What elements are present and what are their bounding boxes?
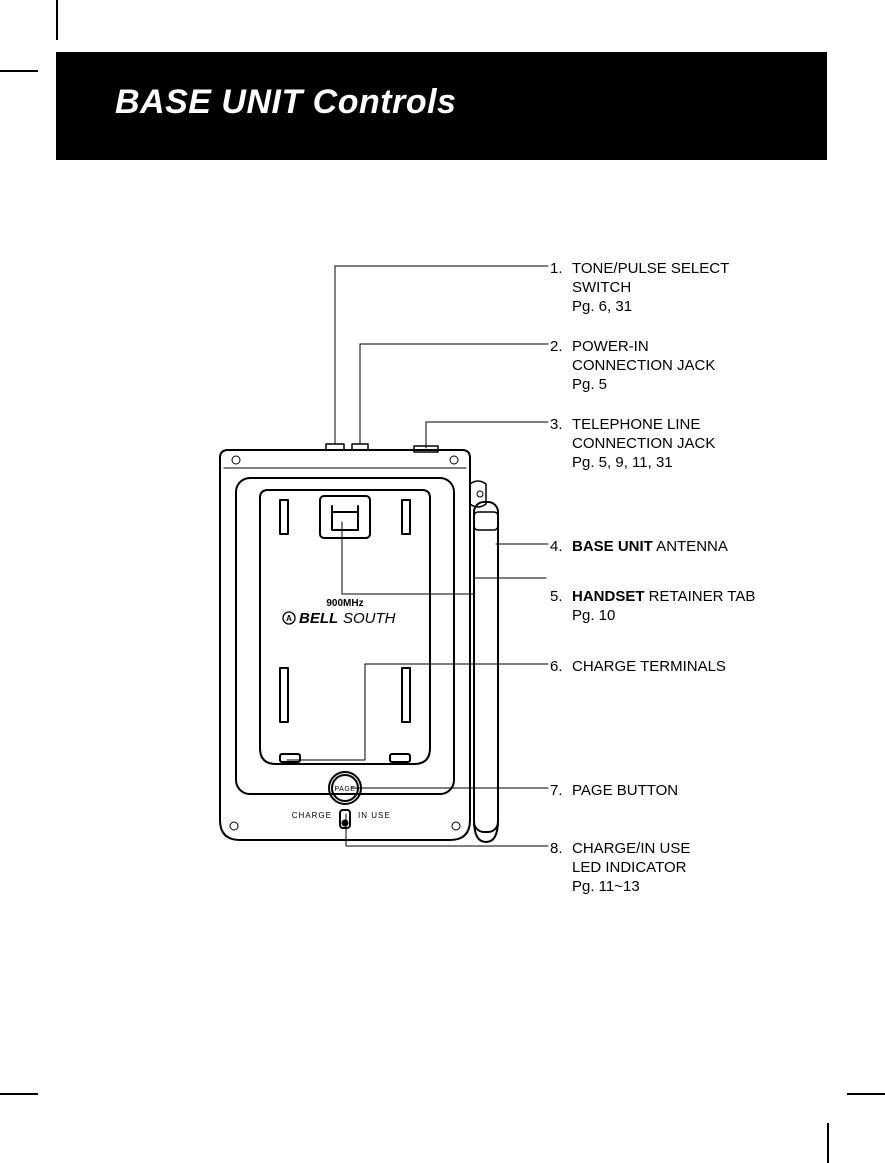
page: BASE UNIT Controls bbox=[0, 0, 885, 1163]
diagram: 900MHz A BELL SOUTH PAGE CHARGE IN USE 1… bbox=[70, 260, 820, 960]
crop-mark bbox=[56, 0, 58, 40]
callout-text: TONE/PULSE SELECTSWITCHPg. 6, 31 bbox=[572, 260, 792, 316]
callout-text: HANDSET RETAINER TABPg. 10 bbox=[572, 588, 792, 626]
callout-text: CHARGE/IN USELED INDICATORPg. 11~13 bbox=[572, 840, 792, 896]
callout-2: 2.POWER-INCONNECTION JACKPg. 5 bbox=[550, 338, 792, 394]
callout-5: 5.HANDSET RETAINER TABPg. 10 bbox=[550, 588, 792, 626]
charge-label: CHARGE bbox=[292, 811, 332, 820]
freq-label: 900MHz bbox=[326, 598, 363, 609]
callout-number: 2. bbox=[550, 338, 572, 357]
callout-number: 3. bbox=[550, 416, 572, 435]
callout-text: TELEPHONE LINECONNECTION JACKPg. 5, 9, 1… bbox=[572, 416, 792, 472]
callout-text: PAGE BUTTON bbox=[572, 782, 792, 801]
callout-text: BASE UNIT ANTENNA bbox=[572, 538, 792, 557]
callout-number: 7. bbox=[550, 782, 572, 801]
callout-number: 8. bbox=[550, 840, 572, 859]
crop-mark bbox=[847, 1093, 885, 1095]
svg-text:A: A bbox=[286, 614, 292, 623]
inuse-label: IN USE bbox=[358, 811, 391, 820]
callout-text: POWER-INCONNECTION JACKPg. 5 bbox=[572, 338, 792, 394]
page-button-label: PAGE bbox=[335, 786, 356, 793]
crop-mark bbox=[0, 1093, 38, 1095]
brand-italic: SOUTH bbox=[343, 610, 396, 627]
callout-number: 5. bbox=[550, 588, 572, 607]
page-title: BASE UNIT Controls bbox=[115, 83, 456, 122]
callout-number: 4. bbox=[550, 538, 572, 557]
callout-number: 1. bbox=[550, 260, 572, 279]
callout-3: 3.TELEPHONE LINECONNECTION JACKPg. 5, 9,… bbox=[550, 416, 792, 472]
callout-4: 4.BASE UNIT ANTENNA bbox=[550, 538, 792, 557]
crop-mark bbox=[0, 70, 38, 72]
callout-number: 6. bbox=[550, 658, 572, 677]
callout-text: CHARGE TERMINALS bbox=[572, 658, 792, 677]
callout-1: 1.TONE/PULSE SELECTSWITCHPg. 6, 31 bbox=[550, 260, 792, 316]
brand-bold: BELL bbox=[299, 610, 338, 627]
crop-mark bbox=[827, 1123, 829, 1163]
callout-6: 6.CHARGE TERMINALS bbox=[550, 658, 792, 677]
callout-8: 8.CHARGE/IN USELED INDICATORPg. 11~13 bbox=[550, 840, 792, 896]
callout-7: 7.PAGE BUTTON bbox=[550, 782, 792, 801]
